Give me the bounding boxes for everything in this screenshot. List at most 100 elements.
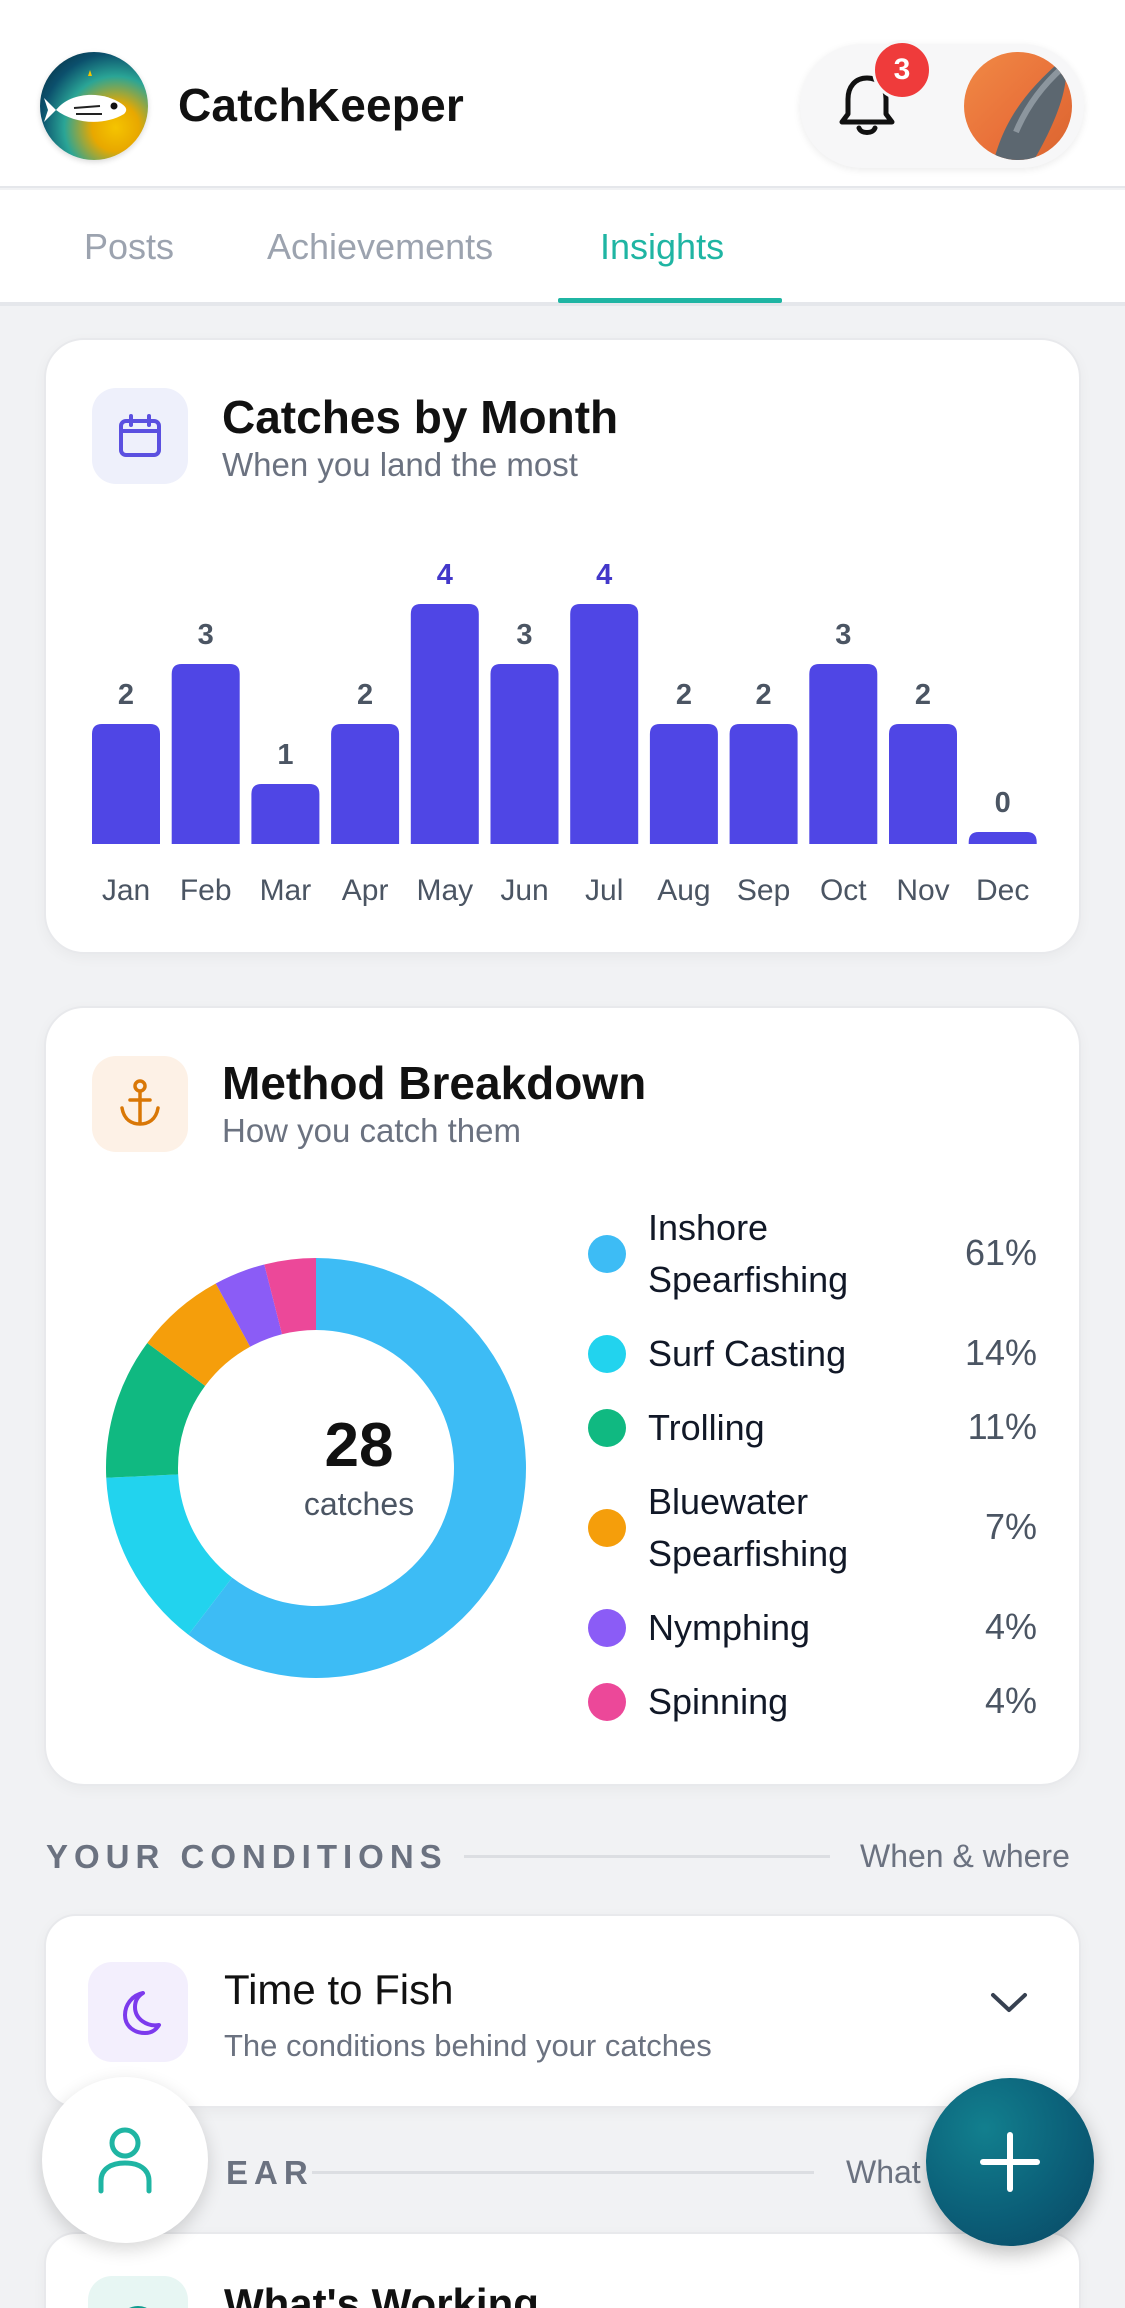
bar-jan <box>92 724 160 844</box>
bar-category-label: May <box>416 874 473 907</box>
bar-category-label: Jan <box>102 874 150 907</box>
card-subtitle: How you catch them <box>222 1112 521 1149</box>
fish-logo-icon[interactable] <box>40 52 148 160</box>
tab-bar: Posts Achievements Insights <box>0 190 1125 306</box>
user-icon <box>98 2127 152 2194</box>
legend-swatch <box>588 1683 626 1721</box>
notification-badge: 3 <box>872 40 932 100</box>
donut-slice-spinning <box>264 1258 316 1335</box>
bar-nov <box>889 724 957 844</box>
moon-icon <box>88 1962 188 2062</box>
chevron-down-icon[interactable] <box>989 1990 1029 2021</box>
bar-dec <box>968 832 1037 844</box>
bar-feb <box>171 664 240 844</box>
legend-label: Trolling <box>648 1407 765 1448</box>
legend-percent: 4% <box>984 1680 1037 1721</box>
legend-swatch <box>588 1609 626 1647</box>
avatar[interactable] <box>964 52 1072 160</box>
bar-category-label: Apr <box>342 874 389 907</box>
bar-oct <box>809 664 878 844</box>
section-label-gear: EAR <box>226 2154 314 2191</box>
bar-value-label: 3 <box>835 619 851 651</box>
donut-chart <box>106 1258 526 1678</box>
section-aside-gear: What <box>846 2154 921 2190</box>
donut-slice-surf-casting <box>106 1474 233 1635</box>
bar-jul <box>570 604 639 844</box>
bar-value-label: 0 <box>995 787 1011 819</box>
legend-label: Inshore Spearfishing <box>648 1207 849 1300</box>
legend-swatch <box>588 1409 626 1447</box>
bar-jun <box>490 664 559 844</box>
profile-button[interactable] <box>42 2077 208 2243</box>
bar-value-label: 2 <box>756 679 772 711</box>
bar-category-label: Sep <box>737 874 790 907</box>
donut-slice-nymphing <box>215 1264 283 1347</box>
bar-category-label: Aug <box>657 874 710 907</box>
method-breakdown-card: Method Breakdown How you catch them 28 c… <box>44 1006 1081 1786</box>
card-subtitle: When you land the most <box>222 446 578 483</box>
active-tab-indicator <box>558 298 782 303</box>
card-title: Time to Fish <box>224 1966 454 2013</box>
app-header: CatchKeeper 3 <box>0 0 1125 188</box>
whats-working-card[interactable]: What's Working <box>44 2232 1081 2308</box>
tab-posts[interactable]: Posts <box>84 226 175 267</box>
legend-percent: 61% <box>964 1232 1037 1273</box>
bar-mar <box>251 784 320 844</box>
bar-chart: 2 Jan 3 Feb 1 Mar 2 Apr 4 May 3 Jun 4 Jul 2 Aug 2 Sep 3 Oct… <box>92 559 1037 907</box>
section-label-conditions: YOUR CONDITIONS <box>46 1838 448 1875</box>
legend-percent: 14% <box>964 1332 1037 1373</box>
bar-apr <box>331 724 400 844</box>
section-aside-conditions: When & where <box>860 1838 1070 1874</box>
bar-value-label: 2 <box>676 679 692 711</box>
time-to-fish-card[interactable]: Time to Fish The conditions behind your … <box>44 1914 1081 2108</box>
legend-label: Nymphing <box>648 1607 811 1648</box>
tab-achievements[interactable]: Achievements <box>267 226 494 267</box>
legend-swatch <box>588 1509 626 1547</box>
card-title: Method Breakdown <box>222 1057 647 1109</box>
donut-total: 28 <box>324 1411 394 1480</box>
legend-percent: 7% <box>984 1506 1037 1547</box>
bar-value-label: 4 <box>437 559 453 591</box>
bar-aug <box>649 724 718 844</box>
bar-value-label: 2 <box>915 679 931 711</box>
anchor-icon <box>92 1056 188 1152</box>
calendar-icon <box>92 388 188 484</box>
legend-percent: 4% <box>984 1606 1037 1647</box>
legend-label: Surf Casting <box>648 1333 847 1374</box>
bar-value-label: 1 <box>277 739 293 771</box>
card-title: Catches by Month <box>222 391 619 443</box>
donut-total-label: catches <box>303 1486 415 1522</box>
bar-category-label: Oct <box>820 874 867 907</box>
bar-category-label: Nov <box>896 874 949 907</box>
bar-category-label: Jun <box>500 874 548 907</box>
bar-sep <box>729 724 798 844</box>
donut-slice-inshore-spearfishing <box>188 1258 526 1678</box>
bar-may <box>410 604 479 844</box>
bar-value-label: 4 <box>596 559 612 591</box>
bar-category-label: Jul <box>585 874 623 907</box>
plus-icon <box>980 2132 1040 2192</box>
card-subtitle: The conditions behind your catches <box>224 2028 712 2063</box>
bar-category-label: Mar <box>260 874 312 907</box>
section-divider <box>312 2171 814 2174</box>
legend-swatch <box>588 1335 626 1373</box>
donut-slice-bluewater-spearfishing <box>147 1283 251 1386</box>
bar-value-label: 3 <box>198 619 214 651</box>
legend-percent: 11% <box>967 1406 1037 1447</box>
app-title: CatchKeeper <box>178 79 464 131</box>
catches-by-month-card: Catches by Month When you land the most … <box>44 338 1081 954</box>
bar-category-label: Dec <box>976 874 1029 907</box>
legend-label: Bluewater Spearfishing <box>648 1481 849 1574</box>
bar-category-label: Feb <box>180 874 232 907</box>
bar-value-label: 2 <box>118 679 134 711</box>
bar-value-label: 2 <box>357 679 373 711</box>
donut-slice-trolling <box>106 1342 206 1478</box>
bar-value-label: 3 <box>516 619 532 651</box>
legend-swatch <box>588 1235 626 1273</box>
card-title: What's Working <box>224 2280 539 2308</box>
legend-label: Spinning <box>648 1681 789 1722</box>
trend-icon <box>88 2276 188 2308</box>
tab-insights[interactable]: Insights <box>600 226 725 267</box>
section-divider <box>464 1855 830 1858</box>
add-catch-button[interactable] <box>926 2078 1094 2246</box>
